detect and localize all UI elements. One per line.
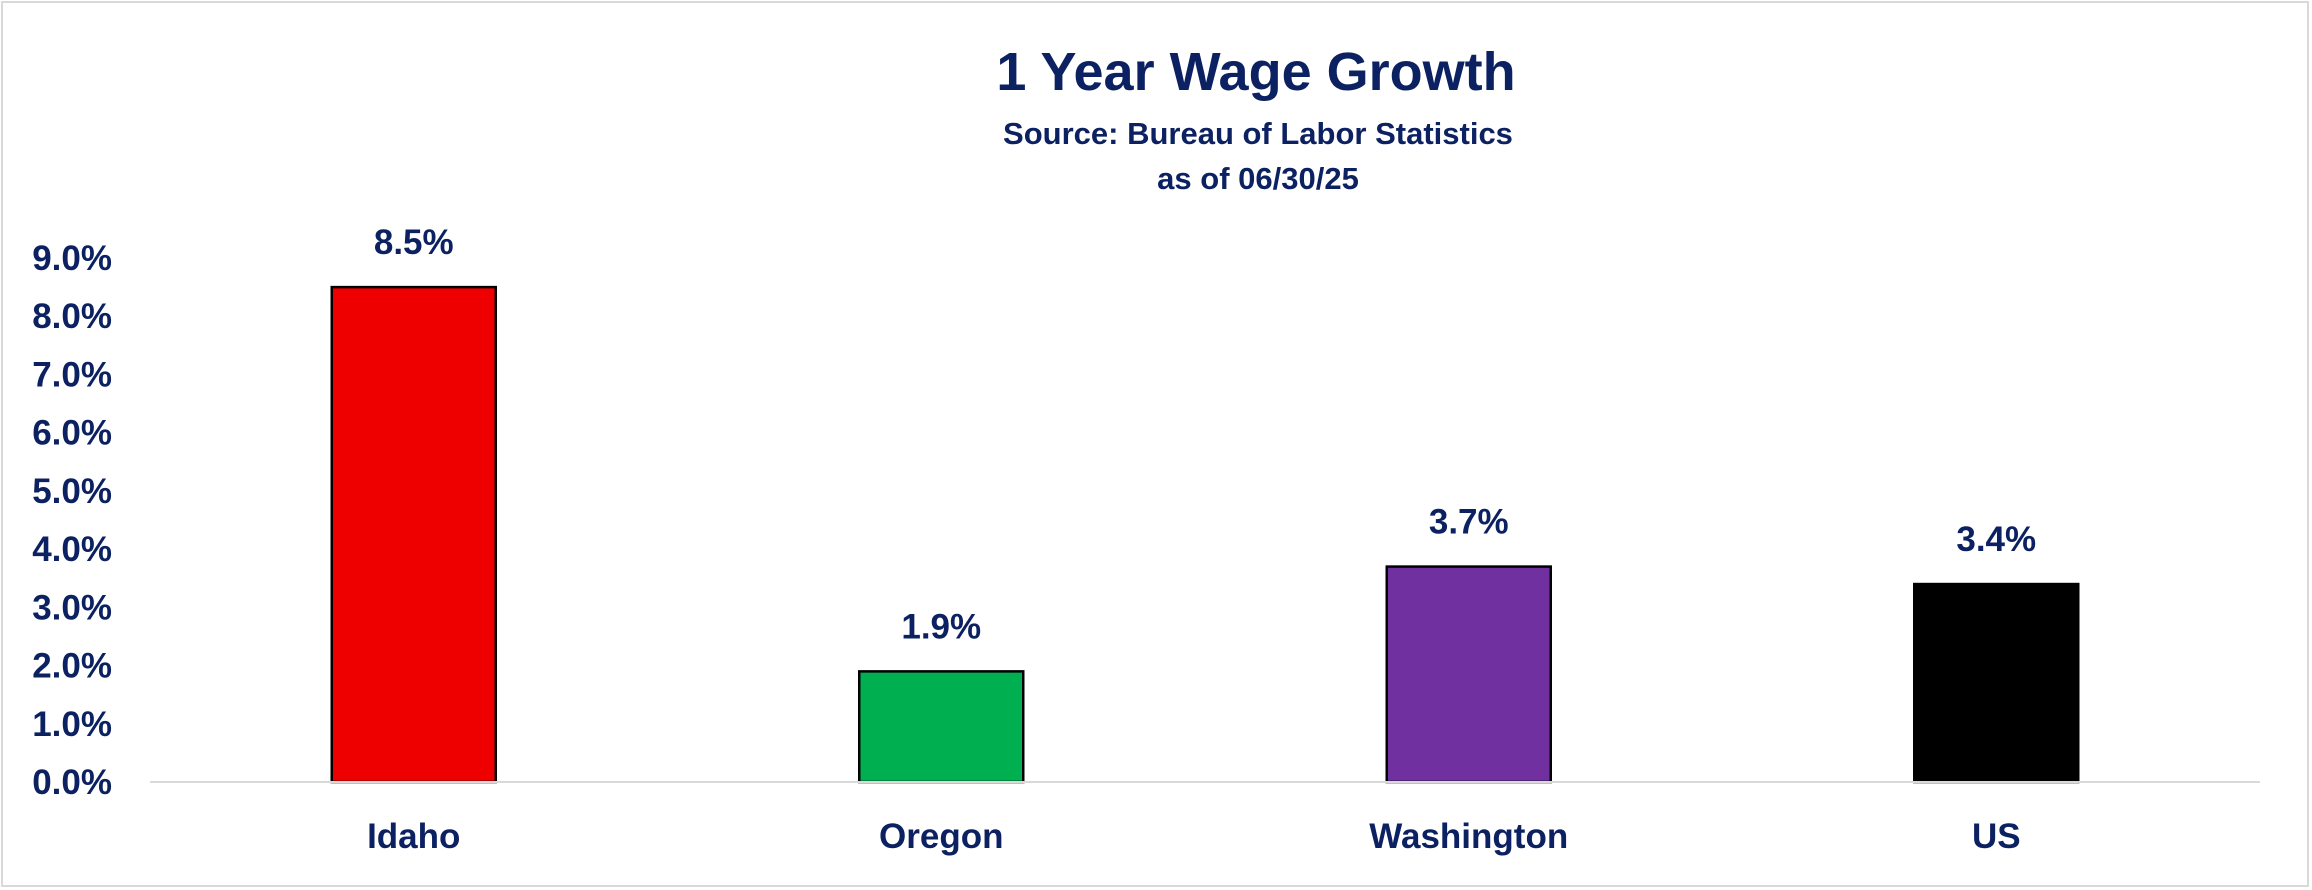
bar-idaho (330, 285, 497, 784)
y-tick-label: 6.0% (32, 414, 112, 453)
y-tick-label: 2.0% (32, 647, 112, 686)
y-tick-label: 8.0% (32, 297, 112, 336)
bar-oregon (858, 670, 1025, 784)
y-tick-label: 3.0% (32, 588, 112, 627)
y-axis: 0.0% 1.0% 2.0% 3.0% 4.0% 5.0% 6.0% 7.0% 8.0% 9.0% (32, 239, 112, 802)
y-tick-label: 1.0% (32, 705, 112, 744)
y-tick-label: 9.0% (32, 239, 112, 278)
data-label: 3.7% (1429, 503, 1509, 542)
y-tick-label: 7.0% (32, 355, 112, 394)
y-tick-label: 4.0% (32, 530, 112, 569)
data-label: 8.5% (374, 223, 454, 262)
x-tick-label: Idaho (367, 817, 460, 856)
bar-us (1913, 582, 2080, 784)
y-tick-label: 5.0% (32, 472, 112, 511)
chart-subtitle-source: Source: Bureau of Labor Statistics (1003, 116, 1513, 151)
data-label: 1.9% (901, 607, 981, 646)
x-tick-label: Oregon (879, 817, 1003, 856)
data-label: 3.4% (1956, 520, 2036, 559)
x-tick-label: Washington (1369, 817, 1568, 856)
chart-subtitle-date: as of 06/30/25 (1157, 161, 1359, 196)
bar-washington (1385, 565, 1552, 784)
bars-group: 8.5% 1.9% 3.7% 3.4% (330, 223, 2080, 784)
y-tick-label: 0.0% (32, 763, 112, 802)
chart-title: 1 Year Wage Growth (996, 42, 1515, 102)
x-tick-label: US (1972, 817, 2021, 856)
x-axis: Idaho Oregon Washington US (150, 781, 2260, 856)
